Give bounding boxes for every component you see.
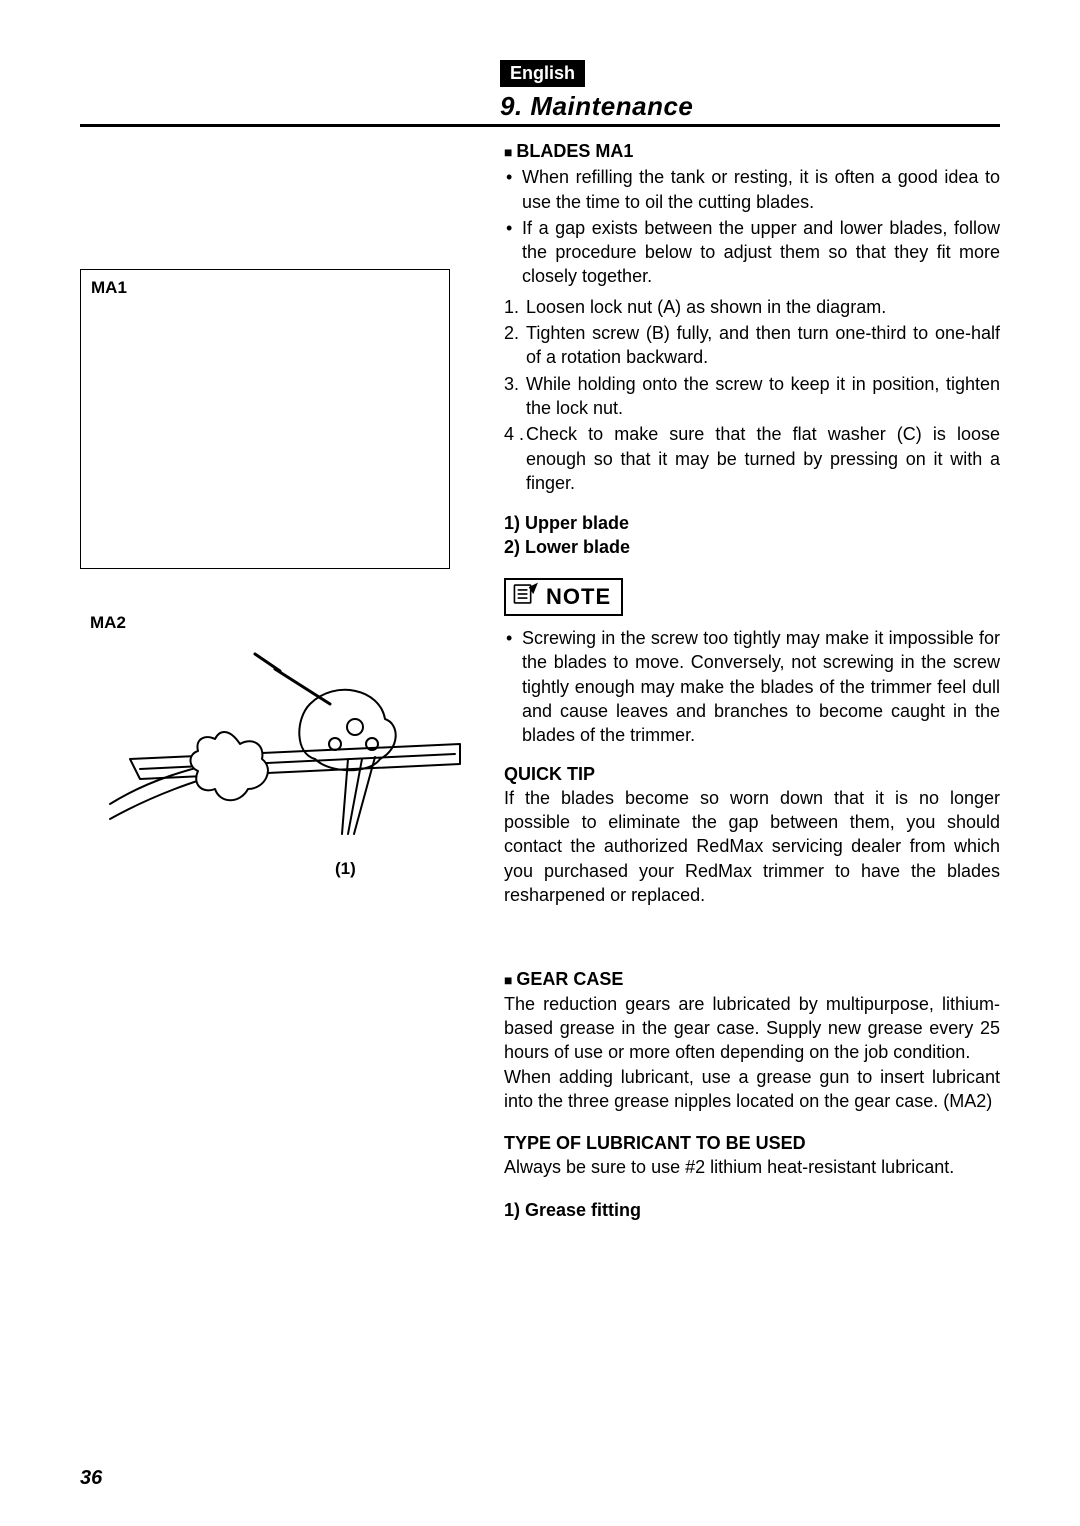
blade-legend-1: 1) Upper blade [504,511,1000,535]
ma2-illustration [80,609,470,869]
page-number: 36 [80,1467,102,1490]
section-title: 9. Maintenance [500,91,1000,122]
blades-step-2: 2. Tighten screw (B) fully, and then turn… [504,321,1000,370]
note-label: NOTE [546,582,611,612]
quicktip-text: If the blades become so worn down that i… [504,786,1000,907]
grease-legend: 1) Grease fitting [504,1198,1000,1222]
blades-bullet-2: If a gap exists between the upper and lo… [504,216,1000,289]
figure-ma2: MA2 [80,609,470,889]
lube-heading: TYPE OF LUBRICANT TO BE USED [504,1131,1000,1155]
step-text: While holding onto the screw to keep it … [526,374,1000,418]
note-text: Screwing in the screw too tightly may ma… [504,626,1000,747]
blades-heading: BLADES MA1 [504,139,1000,163]
blades-bullets: When refilling the tank or resting, it i… [504,165,1000,288]
quicktip-heading: QUICK TIP [504,762,1000,786]
figure-ma1: MA1 [80,269,450,569]
note-box: NOTE [504,578,623,616]
step-num: 1. [504,295,519,319]
figure-ma1-label: MA1 [91,278,439,298]
blade-legend-2: 2) Lower blade [504,535,1000,559]
blades-step-3: 3. While holding onto the screw to keep i… [504,372,1000,421]
step-text: Tighten screw (B) fully, and then turn o… [526,323,1000,367]
step-num: 4 . [504,422,524,446]
blades-steps: 1. Loosen lock nut (A) as shown in the di… [504,295,1000,495]
title-rule: 9. Maintenance [80,91,1000,127]
step-text: Loosen lock nut (A) as shown in the diag… [526,297,886,317]
left-column: MA1 MA2 [80,139,480,1222]
figure-ma2-annotation: (1) [335,859,356,879]
gearcase-block: GEAR CASE The reduction gears are lubric… [504,967,1000,1222]
content-columns: MA1 MA2 [80,139,1000,1222]
lube-text: Always be sure to use #2 lithium heat-re… [504,1155,1000,1179]
gearcase-p2: When adding lubricant, use a grease gun … [504,1065,1000,1114]
right-column: BLADES MA1 When refilling the tank or re… [504,139,1000,1222]
step-text: Check to make sure that the flat washer … [526,424,1000,493]
gearcase-heading: GEAR CASE [504,967,1000,991]
step-num: 2. [504,321,519,345]
note-bullets: Screwing in the screw too tightly may ma… [504,626,1000,747]
figure-ma2-label: MA2 [90,613,126,633]
blades-step-4: 4 .Check to make sure that the flat wash… [504,422,1000,495]
step-num: 3. [504,372,519,396]
blades-bullet-1: When refilling the tank or resting, it i… [504,165,1000,214]
blades-step-1: 1. Loosen lock nut (A) as shown in the di… [504,295,1000,319]
gearcase-p1: The reduction gears are lubricated by mu… [504,992,1000,1065]
language-tag: English [500,60,585,87]
note-icon [512,582,538,612]
